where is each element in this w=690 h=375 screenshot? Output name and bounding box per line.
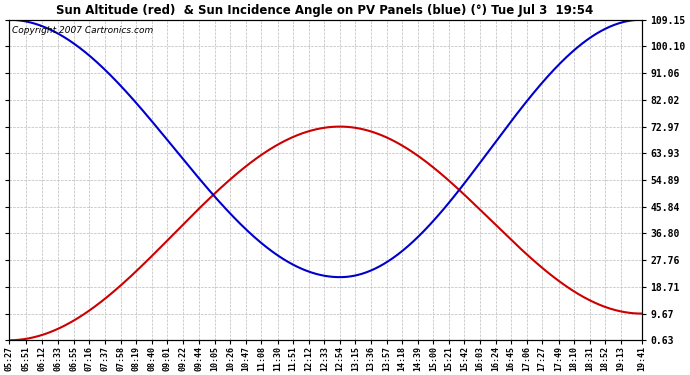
Text: Copyright 2007 Cartronics.com: Copyright 2007 Cartronics.com <box>12 26 153 35</box>
Title: Sun Altitude (red)  & Sun Incidence Angle on PV Panels (blue) (°) Tue Jul 3  19:: Sun Altitude (red) & Sun Incidence Angle… <box>57 4 593 17</box>
